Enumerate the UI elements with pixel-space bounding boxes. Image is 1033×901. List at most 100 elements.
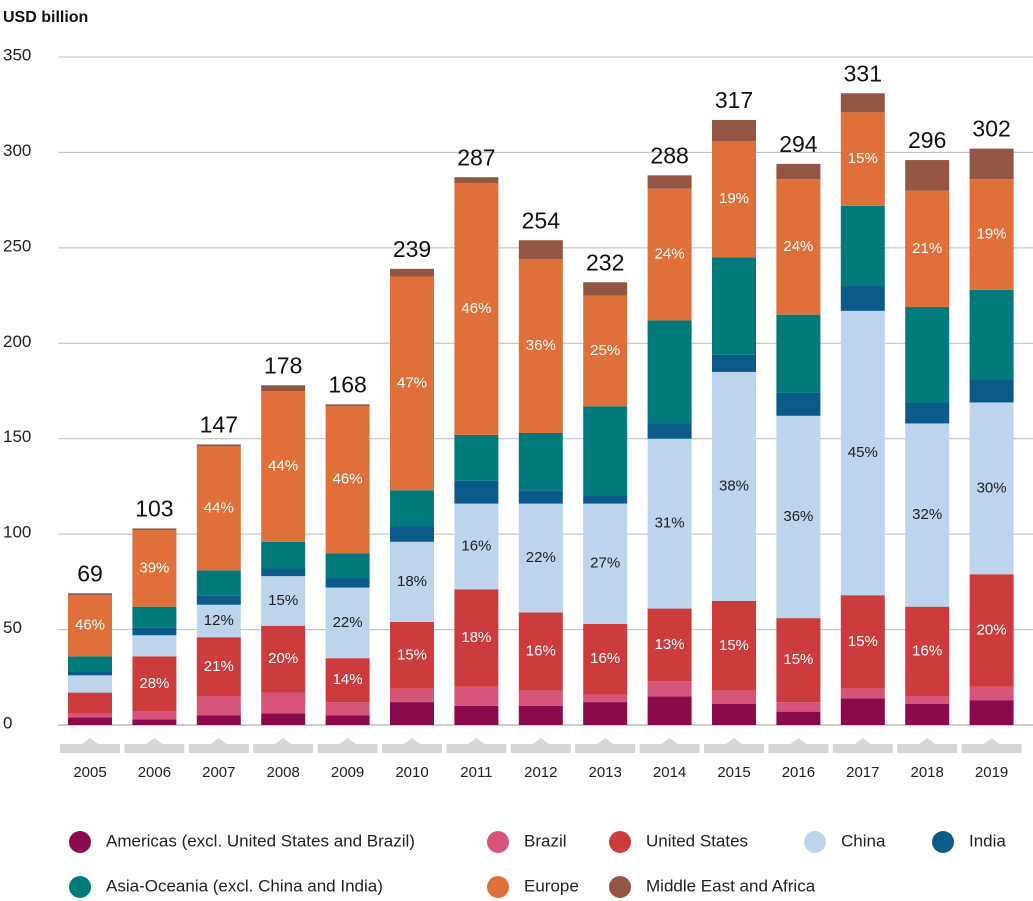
x-tick-label: 2017: [846, 764, 879, 781]
total-label: 302: [972, 116, 1010, 142]
bar-segment: [583, 406, 628, 496]
bar-segment: [132, 711, 177, 720]
share-label: 32%: [912, 506, 942, 523]
y-tick-label: 0: [3, 713, 12, 732]
share-label: 15%: [848, 150, 878, 167]
bar-segment: [776, 179, 821, 315]
axis-chevron: [897, 738, 958, 753]
axis-chevron: [768, 738, 829, 753]
bar-segment: [454, 503, 499, 590]
bar-segment: [390, 526, 434, 542]
bar-segment: [905, 402, 950, 424]
bar-segment: [712, 704, 756, 725]
x-tick-label: 2014: [653, 764, 686, 781]
bar-segment: [196, 604, 241, 638]
bar-segment: [68, 675, 112, 693]
bar-segment: [132, 530, 177, 607]
legend-label: Europe: [524, 876, 579, 895]
total-label: 147: [200, 412, 238, 438]
share-label: 36%: [526, 337, 556, 354]
y-tick-label: 300: [3, 141, 31, 160]
bar-segment: [454, 589, 499, 687]
total-label: 239: [393, 236, 431, 262]
bar-segment: [68, 656, 112, 672]
share-label: 16%: [912, 642, 942, 659]
share-label: 15%: [397, 646, 427, 663]
total-label: 69: [77, 560, 103, 586]
share-label: 18%: [461, 629, 491, 646]
legend-marker: [609, 876, 631, 898]
bar-segment: [712, 119, 756, 141]
bar-segment: [261, 692, 306, 714]
bar-segment: [969, 402, 1014, 575]
share-label: 45%: [848, 444, 878, 461]
share-label: 38%: [719, 477, 749, 494]
bar-segment: [390, 621, 434, 689]
bar-segment: [840, 112, 885, 206]
axis-chevron: [317, 738, 378, 753]
x-tick-label: 2009: [331, 764, 364, 781]
x-tick-label: 2015: [717, 764, 750, 781]
share-label: 20%: [977, 621, 1007, 638]
bar-segment: [583, 282, 628, 296]
bar-segment: [196, 637, 241, 697]
bar-segment: [840, 595, 885, 689]
x-tick-label: 2018: [911, 764, 944, 781]
y-tick-label: 50: [3, 618, 22, 637]
bar-segment: [518, 690, 563, 706]
share-label: 21%: [912, 240, 942, 257]
bar-segment: [454, 434, 499, 481]
bar-segment: [325, 658, 370, 703]
bar-segment: [325, 702, 370, 716]
axis-chevron: [575, 738, 636, 753]
total-label: 168: [328, 371, 366, 397]
y-tick-label: 350: [3, 45, 31, 64]
bar-segment: [68, 593, 112, 596]
share-label: 15%: [719, 637, 749, 654]
bar-segment: [969, 574, 1014, 687]
bar-segment: [840, 93, 885, 113]
share-label: 15%: [268, 592, 298, 609]
share-label: 16%: [526, 642, 556, 659]
y-tick-label: 100: [3, 523, 31, 542]
bar-segment: [840, 286, 885, 311]
bar-segment: [390, 276, 434, 491]
share-label: 44%: [204, 499, 234, 516]
legend-label: Middle East and Africa: [646, 876, 816, 895]
axis-chevron: [704, 738, 764, 753]
share-label: 19%: [719, 190, 749, 207]
bar-segment: [261, 576, 306, 626]
axis-chevron: [961, 738, 1022, 753]
axis-chevron: [382, 738, 442, 753]
legend-marker: [487, 876, 509, 898]
axis-chevron: [446, 738, 507, 753]
bar-segment: [196, 715, 241, 725]
axis-chevron: [60, 738, 120, 753]
total-label: 103: [135, 495, 173, 521]
bar-segment: [261, 568, 306, 577]
bar-segment: [325, 587, 370, 659]
bar-segment: [647, 175, 692, 189]
bar-segment: [969, 686, 1014, 701]
bar-segment: [68, 671, 112, 676]
bar-segment: [68, 713, 112, 718]
bar-segment: [905, 606, 950, 697]
x-tick-label: 2012: [524, 764, 557, 781]
bar-segment: [261, 385, 306, 391]
bar-segment: [196, 444, 241, 447]
share-label: 28%: [139, 675, 169, 692]
bar-segment: [905, 160, 950, 191]
share-label: 18%: [397, 573, 427, 590]
bar-segment: [325, 553, 370, 579]
bar-segment: [518, 612, 563, 691]
x-tick-label: 2019: [975, 764, 1008, 781]
share-label: 12%: [204, 612, 234, 629]
share-label: 14%: [333, 671, 363, 688]
bar-segment: [840, 310, 885, 596]
x-tick-label: 2011: [460, 764, 492, 781]
bar-segment: [712, 140, 756, 258]
bar-segment: [390, 490, 434, 527]
y-tick-label: 150: [3, 427, 31, 446]
share-label: 13%: [655, 636, 685, 653]
legend-label: India: [969, 831, 1006, 850]
